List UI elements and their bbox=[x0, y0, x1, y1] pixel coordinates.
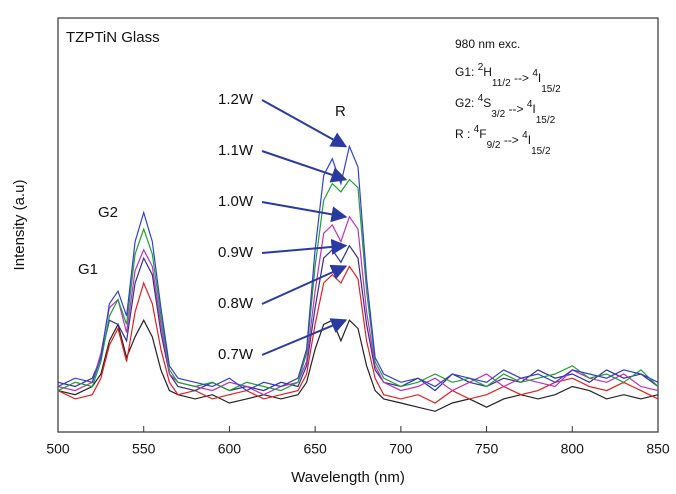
transition-part: 15/2 bbox=[536, 115, 556, 126]
legend-label: 1.0W bbox=[218, 193, 254, 210]
legend-label: 1.2W bbox=[218, 91, 254, 108]
transition-part: 4 bbox=[474, 124, 480, 135]
x-tick-label: 800 bbox=[561, 441, 585, 457]
arrow bbox=[261, 264, 348, 305]
x-tick-label: 700 bbox=[389, 441, 413, 457]
transition-part: H bbox=[483, 65, 492, 79]
x-tick-label: 500 bbox=[46, 441, 70, 457]
transition-part: R : bbox=[455, 127, 474, 141]
spectrum-line bbox=[57, 265, 659, 404]
legend-label: 0.8W bbox=[218, 295, 254, 312]
sample-label: TZPTiN Glass bbox=[66, 29, 160, 46]
legend-label: 0.9W bbox=[218, 244, 254, 261]
spectrum-line bbox=[57, 244, 659, 392]
x-tick-label: 600 bbox=[218, 441, 242, 457]
transition-part: I bbox=[532, 102, 535, 116]
peak-label: R bbox=[335, 103, 346, 120]
peak-label: G2 bbox=[98, 204, 118, 221]
transition-part: 15/2 bbox=[531, 146, 551, 157]
x-tick-label: 550 bbox=[132, 441, 156, 457]
y-axis-label: Intensity (a.u) bbox=[11, 180, 28, 271]
transition-part: --> bbox=[500, 133, 522, 147]
transition-part: F bbox=[479, 127, 486, 141]
peak-label: G1 bbox=[78, 261, 98, 278]
transition-part: 4 bbox=[478, 93, 484, 104]
transition-part: G1: bbox=[455, 65, 478, 79]
x-axis-label: Wavelength (nm) bbox=[291, 469, 405, 486]
transition-part: 2 bbox=[478, 62, 484, 73]
legend-label: 0.7W bbox=[218, 346, 254, 363]
transition-part: S bbox=[483, 96, 491, 110]
plot-frame bbox=[57, 17, 659, 433]
transition-part: --> bbox=[505, 102, 527, 116]
arrow bbox=[261, 318, 348, 356]
transition-part: I bbox=[538, 71, 541, 85]
arrow bbox=[261, 238, 348, 255]
transition-part: 11/2 bbox=[492, 78, 511, 89]
x-tick-label: 850 bbox=[646, 441, 670, 457]
transition-part: I bbox=[528, 133, 531, 147]
transition-label: G1: 2H11/2 --> 4I15/2 bbox=[455, 62, 561, 95]
legend-label: 1.1W bbox=[218, 142, 254, 159]
transition-part: --> bbox=[511, 71, 533, 85]
arrow bbox=[261, 150, 348, 183]
transition-part: 4 bbox=[522, 130, 528, 141]
spectrum-line bbox=[57, 178, 659, 392]
transition-label: R : 4F9/2 --> 4I15/2 bbox=[455, 124, 551, 157]
arrow bbox=[261, 99, 348, 148]
spectrum-line bbox=[57, 318, 659, 412]
spectrum-line bbox=[57, 144, 659, 392]
transition-part: 4 bbox=[527, 99, 533, 110]
x-tick-label: 650 bbox=[303, 441, 327, 457]
transition-part: 15/2 bbox=[541, 84, 561, 95]
arrow bbox=[261, 201, 348, 223]
x-tick-label: 750 bbox=[475, 441, 499, 457]
transition-part: 4 bbox=[532, 68, 538, 79]
transition-label: G2: 4S3/2 --> 4I15/2 bbox=[455, 93, 556, 126]
transition-part: 3/2 bbox=[491, 109, 505, 120]
transition-part: G2: bbox=[455, 96, 478, 110]
excitation-label: 980 nm exc. bbox=[455, 37, 520, 51]
transition-part: 9/2 bbox=[487, 140, 501, 151]
